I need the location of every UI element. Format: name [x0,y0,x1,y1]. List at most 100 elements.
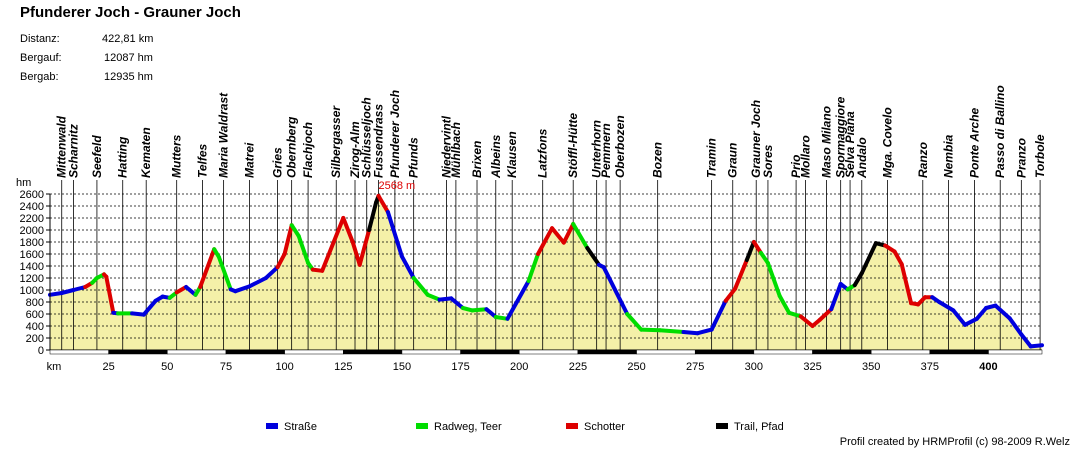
profile-segment [296,234,311,265]
y-tick-label: 800 [26,297,44,309]
legend-swatch [266,423,278,429]
x-tick-label: 375 [921,361,939,373]
waypoint-label: Seefeld [90,135,104,178]
max-elevation-label: 2568 m [378,180,415,192]
profile-segment [104,274,116,315]
waypoint-label: Gries [271,147,285,178]
waypoint-label: Prio [789,155,803,178]
waypoint-label: Spormaggiore [834,96,848,178]
y-tick-label: 2400 [20,201,44,213]
legend-label: Radweg, Teer [434,421,502,433]
x-tick-label: 400 [979,361,997,373]
waypoint-label: Pranzo [1014,138,1028,178]
waypoint-label: Graun [726,143,740,178]
waypoint-label: Mollaro [798,135,812,178]
profile-segment [399,254,416,280]
x-scale-bar-segment [343,349,403,355]
x-scale-bar-segment [167,349,227,355]
profile-segment [751,240,763,255]
waypoint-label: Telfes [196,143,210,178]
waypoint-label: Passo di Ballino [993,85,1007,178]
x-tick-label: 225 [569,361,587,373]
x-tick-label: 75 [220,361,232,373]
x-tick-label: 25 [103,361,115,373]
profile-segment [357,228,372,267]
profile-segment [561,222,576,245]
chart-title: Pfunderer Joch - Grauner Joch [20,4,241,21]
profile-segment [601,265,630,316]
stat-label: Bergauf: [20,52,62,64]
profile-segment [449,296,465,310]
profile-area [50,195,1042,350]
profile-segment [1007,316,1024,337]
waypoint-label: Zirog-Alm [348,121,362,179]
legend-label: Trail, Pfad [734,421,784,433]
profile-segment [1019,332,1033,349]
profile-segment [937,300,956,313]
waypoint-label: Maria Waldrast [217,92,231,178]
profile-segment [892,249,904,267]
profile-segment [289,223,301,238]
x-scale-bar-segment [636,349,696,355]
legend-swatch [566,423,578,429]
profile-segment [951,308,967,327]
profile-segment [247,276,268,289]
x-scale-bar-segment [988,349,1043,355]
y-tick-label: 2000 [20,225,44,237]
profile-segment [263,265,280,280]
profile-segment [385,210,404,259]
profile-segment [974,306,989,321]
x-scale-bar-segment [49,349,109,355]
y-tick-label: 1000 [20,285,44,297]
profile-segment [59,288,76,295]
profile-segment [585,246,601,267]
x-scale-bar-segment [284,349,344,355]
x-scale-bar-segment [108,349,168,355]
waypoint-label: Tramin [705,138,719,178]
x-tick-label: 175 [451,361,469,373]
legend-label: Schotter [584,421,625,433]
stat-ascent: Bergauf: 12087 hm [20,52,153,64]
y-tick-label: 400 [26,321,44,333]
profile-segment [744,240,756,262]
profile-segment [733,258,749,291]
stat-distance: Distanz: 422,81 km [20,33,153,45]
x-tick-label: 50 [161,361,173,373]
x-tick-label: 200 [510,361,528,373]
profile-segment [993,303,1012,321]
profile-segment [859,241,878,276]
profile-segment [758,250,770,265]
waypoint-label: Flachjoch [301,122,315,178]
y-tick-label: 2200 [20,213,44,225]
waypoint-label: Torbole [1033,134,1047,178]
x-tick-label: 300 [745,361,763,373]
legend-swatch [716,423,728,429]
waypoint-label: Silbergasser [329,105,343,178]
waypoint-label: Oberbozen [613,115,627,178]
y-tick-label: 1600 [20,249,44,261]
waypoint-label: Sores [761,144,775,178]
y-tick-label: 1800 [20,237,44,249]
stat-label: Distanz: [20,33,60,45]
profile-segment [639,327,662,333]
waypoint-label: Unterhorn [590,120,604,178]
x-tick-label: 275 [686,361,704,373]
x-scale-bar-segment [929,349,989,355]
y-tick-label: 1200 [20,273,44,285]
profile-segment [233,284,252,294]
stat-value: 12935 hm [104,71,153,83]
waypoint-label: Matrei [242,142,256,178]
y-tick-label: 2600 [20,189,44,201]
waypoint-label: Obernberg [285,116,299,178]
profile-segment [425,292,442,302]
profile-segment [350,240,362,267]
x-scale-bar-segment [460,349,520,355]
profile-segment [658,328,686,334]
waypoint-label: Grauner Joch [749,100,763,178]
waypoint-label: Scharnitz [66,124,80,178]
waypoint-label: Albeins [489,134,503,179]
x-tick-label: km [47,361,62,373]
waypoint-label: Pfunds [407,137,421,178]
profile-segment [681,330,700,336]
x-tick-label: 325 [803,361,821,373]
